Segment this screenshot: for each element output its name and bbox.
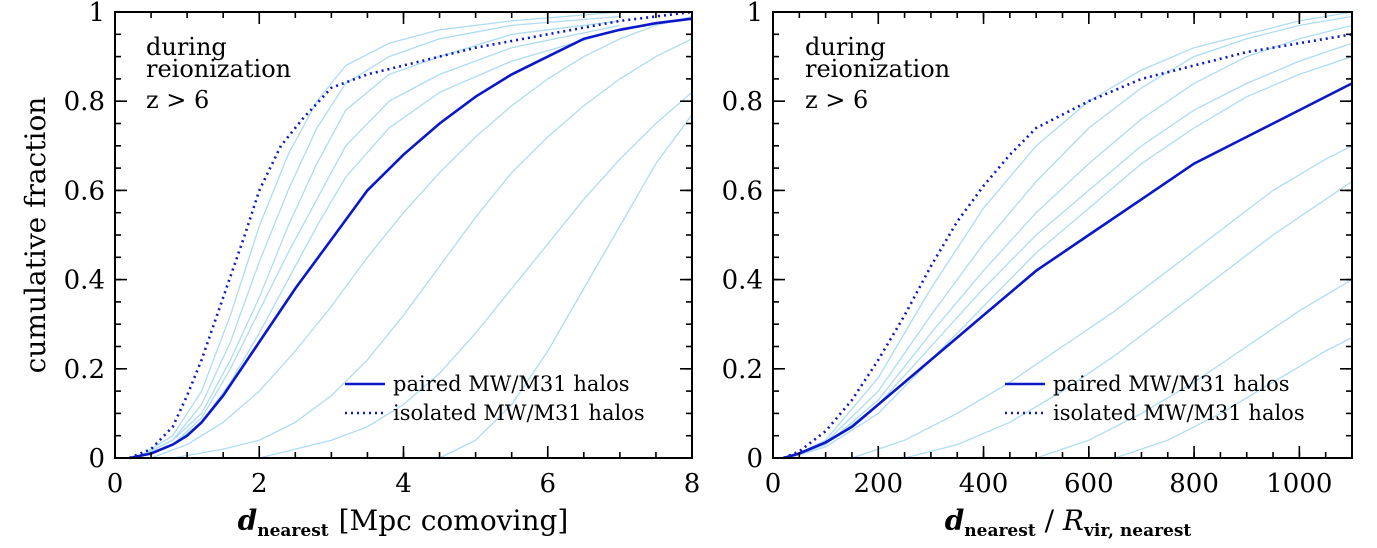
left-legend: paired MW/M31 halos isolated MW/M31 halo… bbox=[345, 372, 645, 425]
left-y-tick-label: 0.4 bbox=[64, 266, 105, 296]
right-thin-line-9 bbox=[1114, 337, 1353, 459]
left-thin-line-8 bbox=[259, 91, 693, 459]
right-y-tick-label: 0 bbox=[746, 444, 763, 474]
right-thin-line-8 bbox=[1035, 279, 1353, 459]
right-x-tick-label: 800 bbox=[1169, 469, 1219, 499]
right-axis-ticks: 0 200 400 600 800 1000 0 0.2 0.4 0.6 0.8 1 bbox=[722, 0, 1353, 499]
left-legend-isolated-label: isolated MW/M31 halos bbox=[393, 401, 645, 425]
right-x-tick-label: 200 bbox=[853, 469, 903, 499]
right-legend: paired MW/M31 halos isolated MW/M31 halo… bbox=[1005, 372, 1305, 425]
right-x-label-sub: nearest bbox=[964, 521, 1036, 541]
right-x-label-slash: / bbox=[1036, 504, 1063, 537]
right-legend-paired-label: paired MW/M31 halos bbox=[1053, 372, 1290, 396]
right-thin-line-7 bbox=[904, 180, 1353, 459]
right-thin-line-1 bbox=[788, 11, 1353, 459]
left-x-tick-label: 8 bbox=[684, 469, 701, 499]
right-x-label-r: R bbox=[1062, 504, 1084, 537]
left-y-tick-label: 1 bbox=[88, 0, 105, 28]
left-thin-line-1 bbox=[136, 11, 620, 459]
left-x-label-sub: nearest bbox=[257, 521, 329, 541]
left-x-tick-label: 2 bbox=[251, 469, 268, 499]
right-x-tick-label: 1000 bbox=[1266, 469, 1332, 499]
right-thin-line-3 bbox=[788, 24, 1353, 459]
right-x-tick-label: 400 bbox=[959, 469, 1009, 499]
left-axis-ticks: 0 2 4 6 8 0 0.2 0.4 0.6 0.8 1 bbox=[64, 0, 701, 499]
left-thin-line-2 bbox=[136, 15, 620, 459]
right-thin-line-6 bbox=[851, 145, 1353, 459]
left-chart-panel: 0 2 4 6 800.20.40.60.81 cumulative fraction … bbox=[19, 0, 700, 541]
left-annotation-line-2: reionization bbox=[146, 55, 291, 83]
right-isolated-halos-line bbox=[782, 33, 1353, 460]
left-thin-line-7 bbox=[172, 38, 693, 459]
left-annotation-line-1: during bbox=[146, 33, 227, 61]
left-thin-line-6 bbox=[150, 15, 693, 459]
right-x-tick-label: 0 bbox=[765, 469, 782, 499]
right-x-label-r-sub: vir, nearest bbox=[1083, 521, 1191, 541]
right-y-tick-label: 0.2 bbox=[722, 355, 763, 385]
right-main-lines bbox=[782, 33, 1353, 460]
right-paired-halos-line bbox=[783, 82, 1353, 460]
right-annotation-line-3: z > 6 bbox=[805, 86, 868, 114]
left-isolated-halos-line bbox=[128, 10, 693, 460]
right-chart-panel: 0 200 400 600 800 1000 0 0.2 0.4 0.6 0.8 1 dnearest… bbox=[722, 0, 1353, 541]
left-x-tick-label: 6 bbox=[539, 469, 556, 499]
right-y-tick-label: 0.8 bbox=[722, 87, 763, 117]
right-x-label-d: d bbox=[945, 504, 965, 537]
left-x-label-suffix: [Mpc comoving] bbox=[339, 504, 569, 537]
right-thin-line-2 bbox=[788, 15, 1353, 459]
left-x-tick-label: 0 bbox=[107, 469, 124, 499]
left-thin-line-9 bbox=[439, 114, 693, 459]
right-annotation-line-2: reionization bbox=[805, 55, 950, 83]
right-x-axis-label: dnearest / Rvir, nearest bbox=[945, 504, 1192, 541]
left-x-axis-label: dnearest [Mpc comoving] bbox=[238, 504, 569, 541]
left-legend-paired-label: paired MW/M31 halos bbox=[393, 372, 630, 396]
left-y-tick-label: 0.8 bbox=[64, 87, 105, 117]
left-paired-halos-line bbox=[129, 17, 693, 460]
right-annotation-line-1: during bbox=[805, 33, 886, 61]
left-main-lines bbox=[128, 10, 693, 460]
left-y-tick-label: 0.6 bbox=[64, 176, 105, 206]
right-x-tick-label: 600 bbox=[1064, 469, 1114, 499]
left-y-tick-label: 0 bbox=[88, 444, 105, 474]
left-x-tick-label: 4 bbox=[395, 469, 412, 499]
left-thin-line-4 bbox=[136, 24, 621, 459]
left-annotation-line-3: z > 6 bbox=[146, 86, 209, 114]
right-y-tick-label: 1 bbox=[746, 0, 763, 28]
left-y-tick-label: 0.2 bbox=[64, 355, 105, 385]
left-y-axis-label: cumulative fraction bbox=[19, 97, 52, 374]
left-x-label-d: d bbox=[238, 504, 258, 537]
right-thin-line-5 bbox=[788, 55, 1353, 459]
right-y-tick-label: 0.6 bbox=[722, 176, 763, 206]
right-y-tick-label: 0.4 bbox=[722, 266, 763, 296]
right-legend-isolated-label: isolated MW/M31 halos bbox=[1053, 401, 1305, 425]
